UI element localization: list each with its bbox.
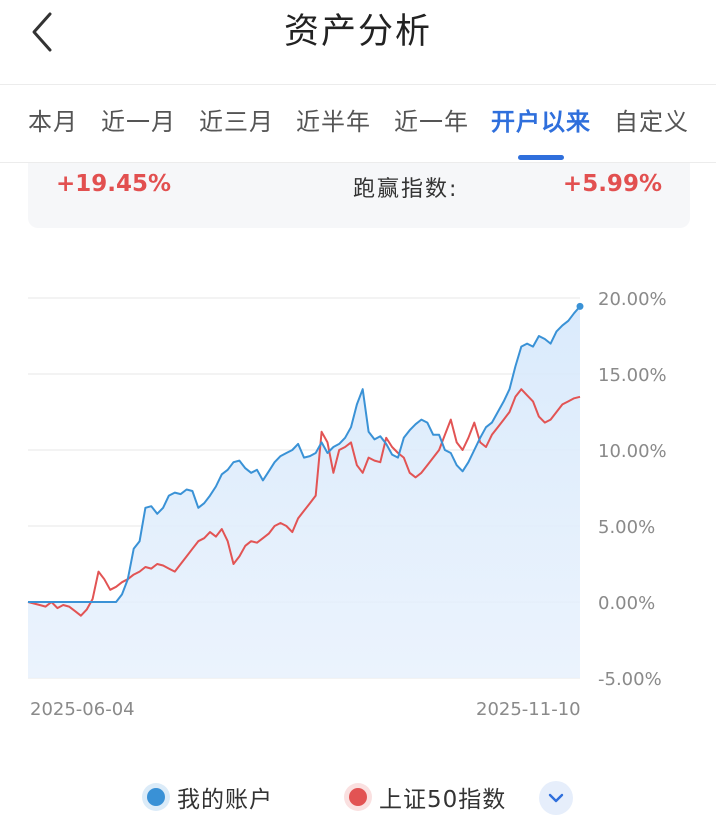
legend-item-my-account[interactable]: 我的账户 (142, 781, 273, 813)
legend-item-sse50-index[interactable]: 上证50指数 (344, 781, 507, 813)
summary-card: +19.45% 跑赢指数: +5.99% (28, 163, 690, 228)
y-tick-label: -5.00% (598, 669, 662, 690)
legend-dot-icon (142, 783, 170, 811)
chevron-down-icon (548, 793, 564, 803)
return-chart[interactable]: 20.00% 15.00% 10.00% 5.00% 0.00% -5.00% (0, 270, 716, 730)
tab-custom[interactable]: 自定义 (614, 108, 689, 136)
total-return-value: +19.45% (56, 171, 172, 197)
series-end-point (576, 302, 584, 310)
y-tick-label: 5.00% (598, 517, 655, 538)
chart-y-axis-labels: 20.00% 15.00% 10.00% 5.00% 0.00% -5.00% (598, 289, 667, 690)
beat-index-label: 跑赢指数: (353, 177, 459, 202)
tab-last-three-months[interactable]: 近三月 (199, 108, 274, 136)
legend-label-my-account: 我的账户 (177, 787, 273, 813)
back-button[interactable] (20, 10, 64, 54)
tab-last-half-year[interactable]: 近半年 (296, 108, 371, 136)
tab-last-month[interactable]: 近一月 (101, 108, 176, 136)
header: 资产分析 (0, 0, 716, 85)
tab-since-account-open[interactable]: 开户以来 (491, 108, 591, 136)
chart-area (28, 306, 580, 678)
tab-this-month[interactable]: 本月 (28, 108, 78, 136)
account-area-fill (28, 306, 580, 678)
legend-dot-icon (344, 783, 372, 811)
legend-label-sse50-index: 上证50指数 (379, 787, 507, 813)
chart-legend: 我的账户 上证50指数 (0, 775, 716, 819)
legend-expand-button[interactable] (539, 781, 573, 815)
return-chart-svg: 20.00% 15.00% 10.00% 5.00% 0.00% -5.00% (27, 289, 667, 690)
y-tick-label: 10.00% (598, 441, 667, 462)
series-line-my-account (28, 305, 581, 603)
page-title: 资产分析 (283, 12, 432, 52)
x-axis-start-date: 2025-06-04 (30, 699, 135, 720)
series-line-sse50-index (27, 388, 581, 617)
y-tick-label: 20.00% (598, 289, 667, 310)
y-tick-label: 15.00% (598, 365, 667, 386)
time-range-tabs: 本月 近一月 近三月 近半年 近一年 开户以来 自定义 (0, 85, 716, 163)
chart-lines (27, 302, 584, 617)
active-tab-indicator (518, 155, 564, 160)
chevron-left-icon (32, 12, 52, 52)
y-tick-label: 0.00% (598, 593, 655, 614)
x-axis-end-date: 2025-11-10 (476, 699, 581, 720)
tab-last-year[interactable]: 近一年 (394, 108, 469, 136)
beat-index-value: +5.99% (562, 171, 662, 197)
